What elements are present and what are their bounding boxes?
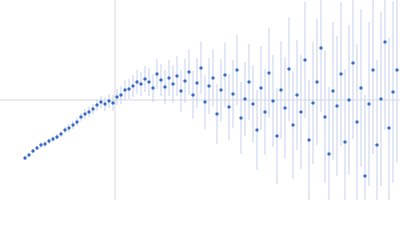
data-point [135, 80, 139, 84]
data-point [235, 68, 239, 72]
data-point [51, 137, 55, 141]
data-point [343, 140, 347, 144]
data-point [255, 128, 259, 132]
data-point [43, 142, 47, 146]
data-point [63, 128, 67, 132]
data-point [115, 95, 119, 99]
data-point [283, 106, 287, 110]
data-point [119, 93, 123, 97]
data-point [103, 102, 107, 106]
data-point [263, 110, 267, 114]
data-point [303, 58, 307, 62]
data-point [139, 82, 143, 86]
data-point [375, 143, 379, 147]
data-point [179, 89, 183, 93]
data-point [75, 120, 79, 124]
data-point [231, 92, 235, 96]
data-point [335, 104, 339, 108]
data-point [275, 134, 279, 138]
data-point [99, 100, 103, 104]
data-point [215, 112, 219, 116]
data-point [95, 103, 99, 107]
data-point [223, 73, 227, 77]
data-point [23, 156, 27, 160]
data-point [207, 84, 211, 88]
data-point [211, 76, 215, 80]
data-point [167, 76, 171, 80]
data-point [227, 105, 231, 109]
data-point [247, 80, 251, 84]
data-point [67, 126, 71, 130]
data-point [35, 146, 39, 150]
data-point [195, 81, 199, 85]
data-point [327, 152, 331, 156]
data-point [291, 123, 295, 127]
data-point [351, 61, 355, 65]
data-point [395, 68, 399, 72]
data-point [383, 40, 387, 44]
data-point [27, 153, 31, 157]
data-point [111, 101, 115, 105]
data-point [47, 139, 51, 143]
data-point [271, 99, 275, 103]
data-point [175, 74, 179, 78]
data-point [155, 72, 159, 76]
data-point [339, 72, 343, 76]
data-point [131, 84, 135, 88]
data-point [163, 85, 167, 89]
data-point [107, 99, 111, 103]
data-point [251, 102, 255, 106]
data-point [59, 132, 63, 136]
data-point [171, 82, 175, 86]
data-point [55, 135, 59, 139]
data-point [355, 120, 359, 124]
data-point [323, 115, 327, 119]
data-point [299, 110, 303, 114]
data-point [239, 116, 243, 120]
data-point [295, 93, 299, 97]
data-point [31, 149, 35, 153]
data-point [147, 80, 151, 84]
data-point [391, 90, 395, 94]
data-point [243, 97, 247, 101]
data-point [159, 78, 163, 82]
data-point [183, 79, 187, 83]
data-point [123, 88, 127, 92]
data-point [83, 112, 87, 116]
data-point [387, 126, 391, 130]
data-point [219, 88, 223, 92]
data-point [79, 115, 83, 119]
data-point [331, 89, 335, 93]
data-point [287, 67, 291, 71]
data-point [359, 86, 363, 90]
data-point [71, 123, 75, 127]
data-point [307, 138, 311, 142]
data-point [319, 46, 323, 50]
data-point [187, 70, 191, 74]
data-point [347, 98, 351, 102]
data-point [311, 101, 315, 105]
data-point [151, 86, 155, 90]
data-point [367, 102, 371, 106]
data-point [143, 77, 147, 81]
data-point [267, 71, 271, 75]
data-point [315, 80, 319, 84]
data-point [191, 93, 195, 97]
data-point [127, 87, 131, 91]
data-point [203, 100, 207, 104]
data-point [39, 143, 43, 147]
data-point [371, 68, 375, 72]
data-point [87, 110, 91, 114]
data-point [279, 88, 283, 92]
chart [0, 0, 400, 200]
data-point [199, 66, 203, 70]
data-point [363, 174, 367, 178]
data-point [91, 107, 95, 111]
data-point [259, 86, 263, 90]
data-point [379, 97, 383, 101]
